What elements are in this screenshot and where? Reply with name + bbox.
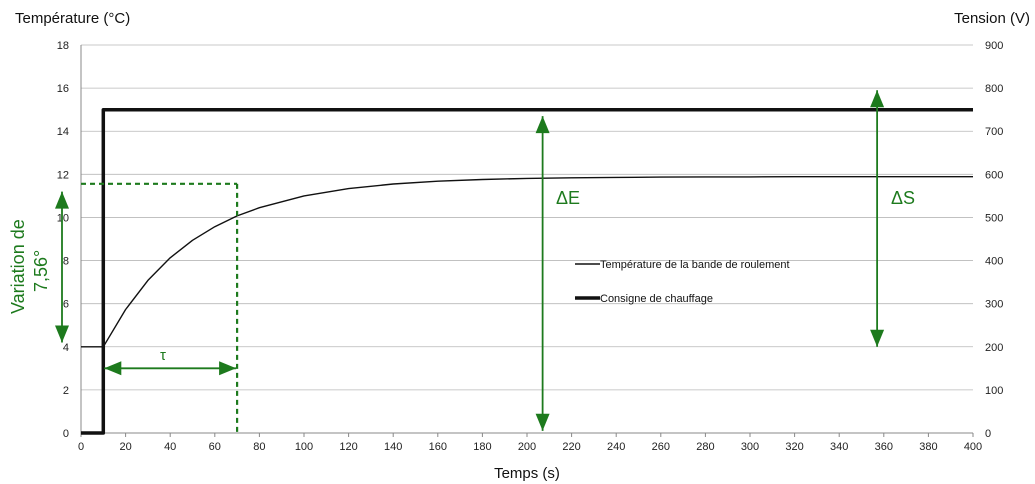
legend: Température de la bande de roulement Con… [575,259,790,305]
y-right-tick-label: 700 [985,126,1003,138]
delta-e-arrow-head-start [535,116,550,134]
x-tick-label: 260 [652,441,670,453]
y-right-tick-label: 100 [985,385,1003,397]
x-tick-label: 60 [209,441,221,453]
y-right-tick-label: 200 [985,342,1003,354]
x-tick-label: 380 [919,441,937,453]
grid-lines [80,44,974,437]
y-right-tick-label: 900 [985,40,1003,52]
y-left-tick-label: 6 [63,299,69,311]
variation-arrow-head-end [55,325,69,343]
y-right-tick-label: 400 [985,256,1003,268]
delta-s-arrow-head-end [870,329,885,347]
y-left-tick-label: 2 [63,385,69,397]
x-tick-labels: 0 20 40 60 80 100 120 140 160 180 200 220 240 260 280 3… [78,441,982,453]
y-right-tick-label: 800 [985,83,1003,95]
y-right-tick-label: 600 [985,169,1003,181]
series-line-consigne [81,107,973,435]
variation-label-line2: 7,56° [31,250,51,292]
y-left-tick-label: 8 [63,256,69,268]
annotations [55,90,885,433]
x-tick-label: 140 [384,441,402,453]
x-tick-label: 400 [964,441,982,453]
x-tick-label: 360 [875,441,893,453]
x-tick-label: 160 [429,441,447,453]
x-axis-title: Temps (s) [494,465,560,482]
y-right-tick-label: 500 [985,212,1003,224]
y-left-tick-label: 4 [63,342,69,354]
legend-label-consigne: Consigne de chauffage [600,293,713,305]
x-tick-label: 220 [562,441,580,453]
y-left-axis-title: Température (°C) [15,10,130,27]
y-left-tick-label: 18 [57,40,69,52]
x-tick-label: 80 [253,441,265,453]
y-right-axis-title: Tension (V) [954,10,1030,27]
x-tick-label: 0 [78,441,84,453]
x-tick-label: 280 [696,441,714,453]
y-right-tick-label: 0 [985,428,991,440]
delta-s-label: ΔS [891,188,915,208]
tau-label: τ [160,347,166,364]
x-tick-label: 320 [785,441,803,453]
y-left-tick-label: 12 [57,169,69,181]
y-right-tick-label: 300 [985,299,1003,311]
legend-label-temperature: Température de la bande de roulement [600,259,790,271]
series-lines [81,107,973,435]
delta-e-label: ΔE [556,188,580,208]
y-left-tick-label: 16 [57,83,69,95]
y-right-tick-labels: 0 100 200 300 400 500 600 700 800 900 [985,40,1003,440]
y-left-tick-label: 14 [57,126,69,138]
x-tick-label: 200 [518,441,536,453]
variation-label-line1: Variation de [8,219,28,314]
x-tick-label: 340 [830,441,848,453]
delta-s-arrow-head-start [870,90,885,108]
x-tick-label: 180 [473,441,491,453]
delta-e-arrow-head-end [535,413,550,431]
x-tick-label: 120 [339,441,357,453]
x-tick-label: 100 [295,441,313,453]
y-left-tick-label: 0 [63,428,69,440]
x-tick-label: 40 [164,441,176,453]
tau-arrow-head-end [219,361,237,376]
tau-arrow-head-start [104,361,122,376]
x-tick-label: 300 [741,441,759,453]
series-line-temperature [81,175,973,348]
variation-arrow-head-start [55,191,69,209]
x-tick-label: 20 [119,441,131,453]
x-tick-label: 240 [607,441,625,453]
